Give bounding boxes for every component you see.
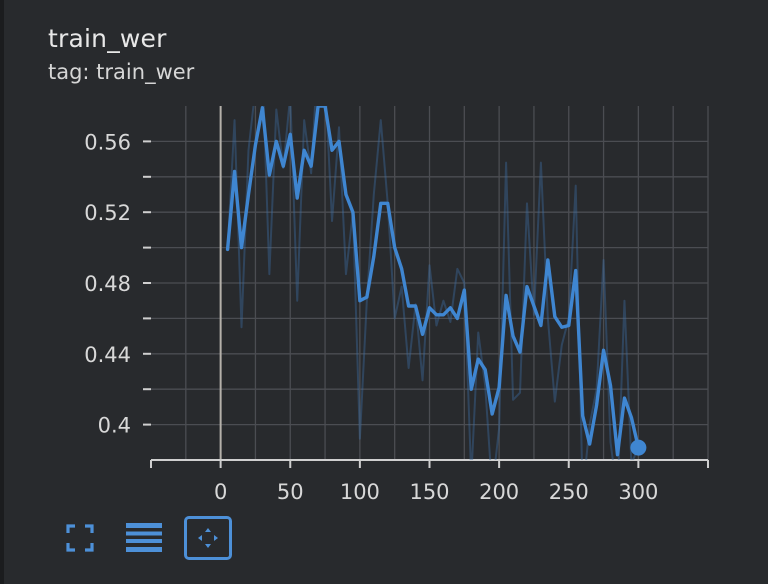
fit-domain-button[interactable] [184, 516, 232, 560]
card-subtitle: tag: train_wer [48, 60, 195, 84]
chart-series [225, 106, 641, 460]
raw-series-line [226, 106, 640, 460]
x-tick-label: 50 [277, 480, 304, 504]
x-tick-label: 200 [479, 480, 519, 504]
y-tick-label: 0.44 [84, 343, 131, 367]
lines-icon [126, 523, 162, 552]
x-tick-label: 100 [340, 480, 380, 504]
y-tick-label: 0.48 [84, 272, 131, 296]
y-tick-label: 0.4 [98, 414, 131, 438]
toggle-log-scale-button[interactable] [122, 516, 166, 560]
x-tick-label: 250 [549, 480, 589, 504]
smoothed-series-line [225, 106, 641, 457]
fit-to-data-icon [198, 528, 218, 548]
fullscreen-button[interactable] [58, 516, 102, 560]
expand-corners-icon [66, 524, 94, 552]
card-title: train_wer [48, 24, 167, 53]
y-tick-label: 0.52 [84, 201, 131, 225]
y-tick-label: 0.56 [84, 130, 131, 154]
chart-axes [143, 106, 709, 468]
line-chart[interactable]: 0 50 100 150 200 250 300 0.4 0.44 0.48 0.52 0.56 [4, 0, 768, 584]
last-point-marker [630, 439, 647, 456]
x-tick-label: 300 [618, 480, 658, 504]
tick-labels: 0 50 100 150 200 250 300 0.4 0.44 0.48 0.52 0.56 [84, 130, 658, 504]
x-tick-label: 0 [214, 480, 227, 504]
x-tick-label: 150 [409, 480, 449, 504]
